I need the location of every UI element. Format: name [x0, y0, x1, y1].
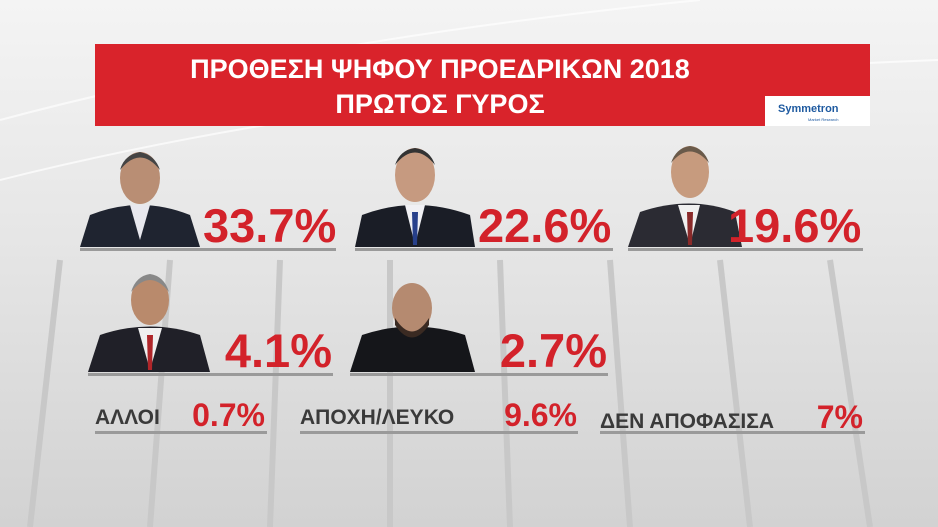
other-result: 0.7%	[192, 397, 265, 433]
candidate-result: 22.6%	[478, 199, 611, 252]
photo	[80, 152, 200, 247]
title-line: ΠΡΟΘΕΣΗ ΨΗΦΟΥ ΠΡΟΕΔΡΙΚΩΝ 2018	[190, 54, 690, 84]
logo-name: Symmetron	[778, 103, 839, 115]
photo	[355, 148, 475, 247]
candidate-result: 2.7%	[500, 324, 607, 377]
other-result: 7%	[817, 399, 863, 435]
photo	[628, 146, 742, 247]
underlines	[80, 248, 865, 434]
candidate-result: 19.6%	[728, 199, 861, 252]
photo	[88, 274, 210, 372]
logo-box	[765, 96, 870, 126]
other-label: ΔΕΝ ΑΠΟΦΑΣΙΣΑ	[600, 410, 774, 433]
other-label: ΑΛΛΟΙ	[95, 406, 160, 429]
photo	[350, 283, 475, 372]
logo-tagline: Market Research	[808, 117, 838, 122]
title-line: ΠΡΩΤΟΣ ΓΥΡΟΣ	[335, 89, 544, 119]
title-banner	[95, 44, 870, 126]
candidate-result: 4.1%	[225, 324, 332, 377]
other-result: 9.6%	[504, 397, 577, 433]
candidate-result: 33.7%	[203, 199, 336, 252]
other-label: ΑΠΟΧΗ/ΛΕΥΚΟ	[300, 406, 454, 429]
